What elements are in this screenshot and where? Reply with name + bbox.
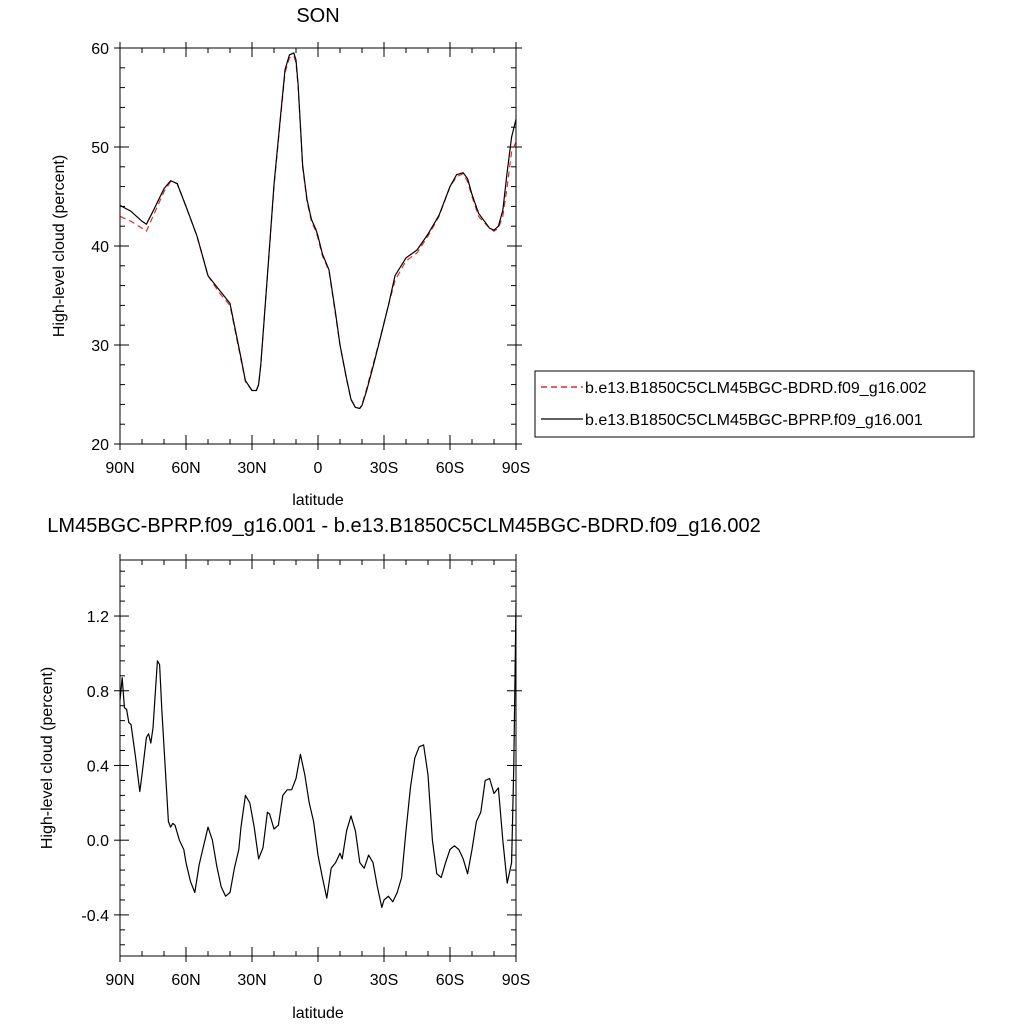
y-tick-label: 40 <box>91 239 109 256</box>
x-tick-label: 90N <box>105 460 134 477</box>
top-series-group <box>119 52 517 409</box>
x-tick-label: 30S <box>370 460 398 477</box>
y-tick-label: 50 <box>91 140 109 157</box>
y-tick-label: 60 <box>91 41 109 58</box>
x-tick-label: 30N <box>237 972 266 989</box>
y-tick-label: 0.0 <box>87 833 109 850</box>
x-tick-label: 60S <box>436 460 464 477</box>
x-tick-label: 0 <box>314 460 323 477</box>
bottom-axis-tick-labels: 90N 60N 30N 0 30S 60S 90S -0.4 0.0 0.4 0.8 1.2 <box>81 609 530 989</box>
top-x-axis-label: latitude <box>292 492 344 509</box>
bottom-chart-title: LM45BGC-BPRP.f09_g16.001 - b.e13.B1850C5… <box>47 515 760 537</box>
bottom-panel: LM45BGC-BPRP.f09_g16.001 - b.e13.B1850C5… <box>39 515 761 1022</box>
x-tick-label: 60S <box>436 972 464 989</box>
bottom-x-axis-label: latitude <box>292 1005 344 1022</box>
bottom-series-group <box>119 602 517 909</box>
bottom-plot-frame <box>119 559 517 957</box>
x-tick-label: 90S <box>502 972 530 989</box>
x-tick-label: 0 <box>314 972 323 989</box>
top-axis-ticks <box>114 42 522 450</box>
series-line-1 <box>119 55 517 409</box>
top-chart-title: SON <box>296 5 339 27</box>
legend-label-series-2: b.e13.B1850C5CLM45BGC-BPRP.f09_g16.001 <box>585 412 923 429</box>
x-tick-label: 90N <box>105 972 134 989</box>
y-tick-label: 30 <box>91 338 109 355</box>
x-tick-label: 90S <box>502 460 530 477</box>
y-tick-label: 20 <box>91 437 109 454</box>
x-tick-label: 60N <box>171 972 200 989</box>
top-y-axis-label: High-level cloud (percent) <box>51 155 68 337</box>
legend: b.e13.B1850C5CLM45BGC-BDRD.f09_g16.002 b… <box>534 370 975 438</box>
legend-frame <box>534 370 975 438</box>
series-line-2 <box>119 52 517 409</box>
x-tick-label: 30S <box>370 972 398 989</box>
x-tick-label: 60N <box>171 460 200 477</box>
top-axis-tick-labels: 90N 60N 30N 0 30S 60S 90S 20 30 40 50 60 <box>91 41 530 477</box>
top-panel: SON High-level cloud (percent) latitude … <box>51 5 530 509</box>
top-plot-frame <box>119 47 517 445</box>
y-tick-label: -0.4 <box>81 908 109 925</box>
x-tick-label: 30N <box>237 460 266 477</box>
y-tick-label: 0.8 <box>87 684 109 701</box>
y-tick-label: 1.2 <box>87 609 109 626</box>
bottom-y-axis-label: High-level cloud (percent) <box>39 667 56 849</box>
y-tick-label: 0.4 <box>87 758 109 775</box>
series-line-1 <box>119 602 517 909</box>
legend-label-series-1: b.e13.B1850C5CLM45BGC-BDRD.f09_g16.002 <box>585 380 927 397</box>
bottom-axis-ticks <box>114 554 522 962</box>
